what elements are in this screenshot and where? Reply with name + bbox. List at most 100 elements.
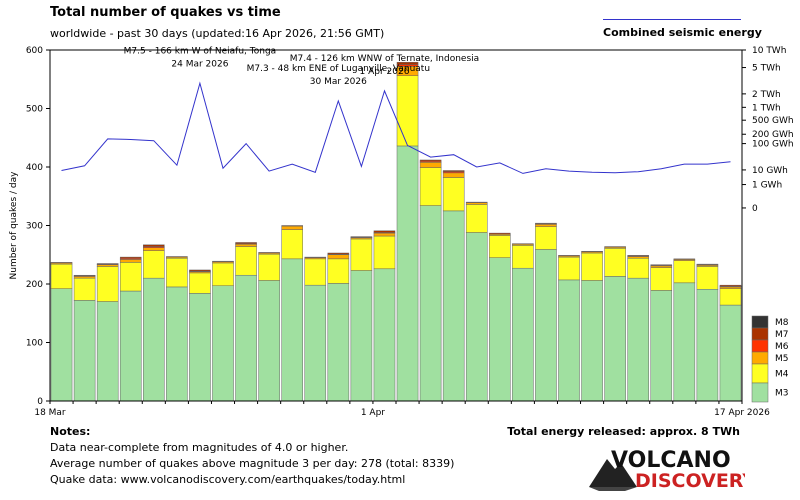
bar-segment-m4	[235, 246, 257, 276]
bar-segment-m3	[489, 257, 511, 402]
bar-segment-m5	[442, 172, 465, 178]
bar-segment-m3	[581, 280, 603, 402]
annotation-2: M7.3 - 48 km ENE of Luganville, Vanuatu 3…	[247, 64, 430, 87]
bar-segment-m7	[166, 256, 188, 258]
legend-label-m4: M4	[775, 370, 789, 380]
notes-heading: Notes:	[50, 425, 91, 438]
energy-tick-label: 1 GWh	[752, 181, 782, 191]
bar-segment-m3	[166, 286, 188, 402]
bar-segment-m5	[235, 243, 257, 247]
bar-segment-m3	[327, 283, 350, 402]
chart-annotations: M7.5 - 166 km W of Neiafu, Tonga 24 Mar 2…	[124, 46, 480, 87]
legend-swatch-m3	[751, 382, 769, 403]
bar-segment-m5	[143, 247, 165, 251]
bar-segment-m5	[119, 259, 142, 263]
bar-segment-m4	[719, 288, 742, 306]
bar-segment-m3	[558, 279, 580, 402]
annotation-text: M7.3 - 48 km ENE of Luganville, Vanuatu	[247, 64, 430, 74]
bar-segment-m3	[73, 300, 96, 402]
bar-segment-m3	[696, 289, 719, 402]
volcano-base	[589, 487, 637, 491]
bar-segment-m5	[419, 162, 442, 168]
bar-segment-m4	[442, 177, 465, 212]
bar-segment-m3	[258, 280, 280, 402]
bar-segment-m3	[281, 258, 303, 402]
legend-label-m6: M6	[775, 342, 789, 352]
bar-segment-m3	[304, 284, 327, 402]
bar-segment-m3	[419, 205, 442, 402]
x-tick-label: 17 Apr 2026	[714, 408, 770, 418]
note-average: Average number of quakes above magnitude…	[50, 457, 455, 470]
bar-segment-m3	[512, 267, 534, 402]
energy-tick-label: 100 GWh	[752, 140, 794, 150]
bar-segment-m7	[650, 264, 673, 266]
energy-line	[61, 81, 731, 174]
bar-segment-m5	[535, 224, 557, 227]
bar-segment-m7	[73, 274, 96, 277]
bar-segment-m3	[719, 304, 742, 402]
y-tick-label: 300	[26, 222, 43, 232]
bar-segment-m4	[119, 262, 142, 292]
annotation-text: 30 Mar 2026	[310, 77, 367, 87]
bar-segment-m7	[119, 256, 142, 259]
bar-segment-m4	[304, 258, 327, 286]
y-tick-label: 400	[26, 163, 43, 173]
bar-segment-m5	[96, 264, 119, 267]
legend-swatch-m4	[751, 363, 769, 384]
bar-segment-m4	[96, 266, 119, 302]
y-tick-label: 100	[26, 339, 43, 349]
energy-legend-label: Combined seismic energy	[603, 26, 762, 39]
bar-segment-m4	[558, 256, 580, 281]
bar-segment-m3	[396, 145, 419, 402]
bar-segment-m7	[512, 243, 534, 245]
bar-segment-m4	[419, 167, 442, 206]
bar-segment-m5	[627, 256, 649, 259]
bar-segment-m4	[465, 204, 488, 233]
bar-segment-m7	[258, 252, 280, 254]
bar-segment-m7	[465, 201, 488, 203]
legend-label-m5: M5	[775, 354, 789, 364]
legend-swatch-m7	[751, 327, 769, 341]
bar-segment-m7	[235, 242, 257, 244]
bar-segment-m5	[719, 286, 742, 289]
bar-segment-m5	[465, 202, 488, 205]
bar-segment-m7	[489, 232, 511, 235]
bar-segment-m4	[73, 277, 96, 301]
energy-tick-label: 2 TWh	[752, 90, 781, 100]
y-tick-label: 200	[26, 280, 43, 290]
y-tick-label: 500	[26, 105, 43, 115]
legend-swatch-m8	[751, 315, 769, 329]
bar-segment-m7	[350, 236, 373, 238]
y-tick-label: 600	[26, 46, 43, 56]
bar-segment-m7	[396, 62, 419, 65]
bar-segment-m5	[327, 254, 350, 260]
energy-tick-label: 5 TWh	[752, 64, 781, 74]
annotation-text: M7.5 - 166 km W of Neiafu, Tonga	[124, 46, 277, 56]
bar-segment-m3	[627, 277, 649, 402]
volcano-icon	[589, 459, 637, 487]
bar-segment-m7	[373, 230, 396, 233]
bar-segment-m7	[50, 262, 73, 264]
legend-label-m7: M7	[775, 330, 789, 340]
bar-segment-m3	[119, 290, 142, 402]
legend-swatch-m5	[751, 351, 769, 365]
bar-segment-m3	[604, 276, 626, 402]
chart-title: Total number of quakes vs time	[50, 5, 281, 20]
bar-segment-m7	[581, 250, 603, 253]
chart-axes: 0 100 200 300 400 500 600 Number of quakes / da…	[9, 46, 794, 418]
energy-tick-label: 1 TWh	[752, 103, 781, 113]
energy-tick-label: 0	[752, 204, 758, 214]
x-tick-label: 18 Mar	[34, 408, 66, 418]
bar-segment-m7	[304, 256, 327, 258]
bar-segment-m4	[166, 258, 188, 288]
chart-subtitle: worldwide - past 30 days (updated:16 Apr…	[50, 27, 385, 40]
y-axis-label: Number of quakes / day	[9, 171, 19, 280]
energy-tick-label: 500 GWh	[752, 116, 794, 126]
volcanodiscovery-logo: VOLCANO DISCOVERY	[589, 448, 745, 491]
total-energy-label: Total energy released: approx. 8 TWh	[507, 425, 740, 438]
bar-segment-m4	[396, 75, 419, 147]
bar-segment-m4	[627, 258, 649, 279]
x-tick-label: 1 Apr	[361, 408, 385, 418]
legend-label-m8: M8	[775, 318, 789, 328]
bar-segment-m7	[281, 225, 303, 227]
